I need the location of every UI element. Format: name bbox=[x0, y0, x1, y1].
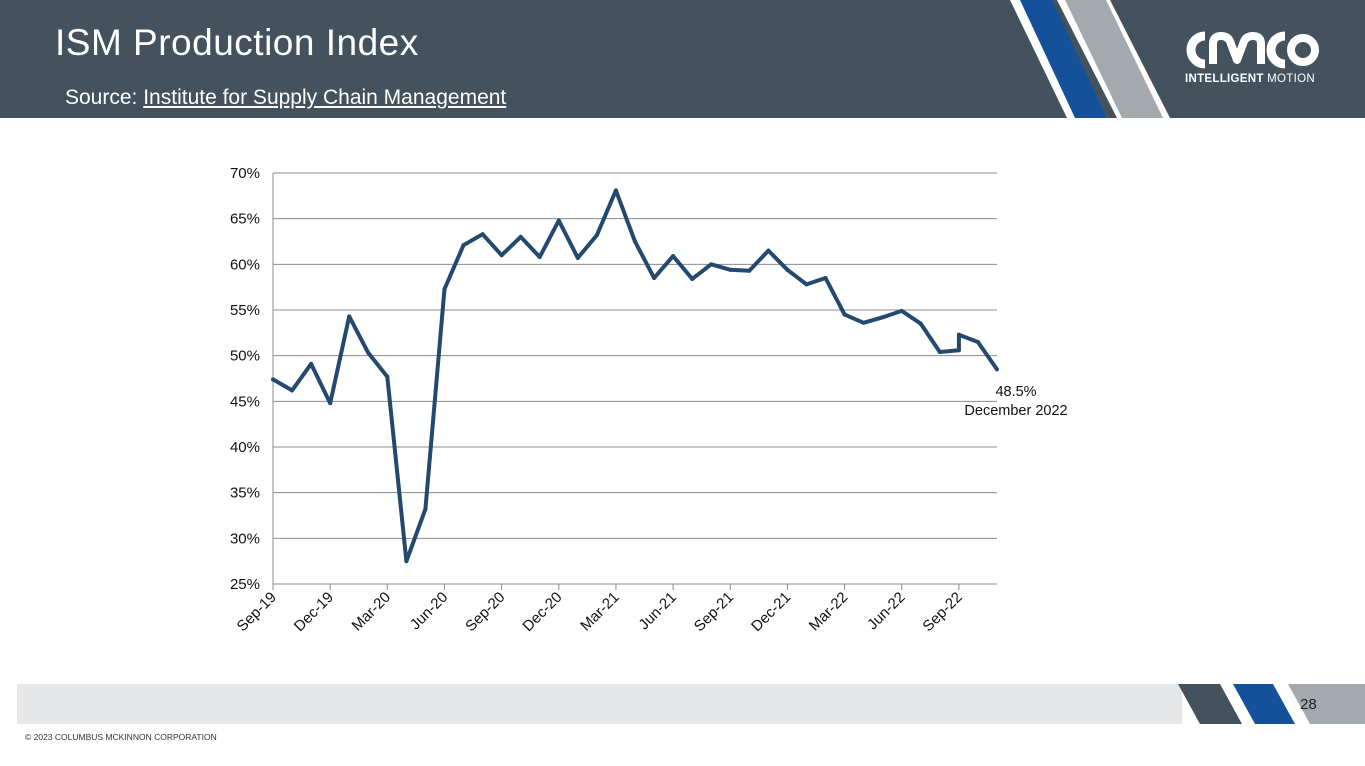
data-point bbox=[461, 243, 466, 248]
header-stripes bbox=[1010, 0, 1170, 118]
x-tick-label: Mar-20 bbox=[349, 589, 395, 635]
y-tick-label: 25% bbox=[230, 576, 260, 593]
data-point bbox=[956, 332, 961, 337]
data-point bbox=[613, 188, 618, 193]
data-point bbox=[633, 239, 637, 244]
company-logo: INTELLIGENT MOTION bbox=[1185, 30, 1325, 92]
x-tick-label: Jun-21 bbox=[635, 589, 679, 633]
data-point bbox=[480, 232, 485, 237]
data-point bbox=[423, 507, 428, 512]
y-tick-label: 50% bbox=[230, 348, 260, 365]
y-tick-label: 60% bbox=[230, 256, 260, 273]
data-point bbox=[728, 267, 733, 272]
x-axis: Sep-19 Dec-19 Mar-20 Jun-20 Sep-20 Dec-20 Mar-… bbox=[234, 584, 966, 635]
data-point bbox=[671, 254, 676, 259]
y-tick-label: 45% bbox=[230, 393, 260, 410]
data-point bbox=[690, 276, 695, 281]
series-line-ism-production bbox=[272, 188, 999, 564]
footer-stripe-dark bbox=[1178, 684, 1242, 724]
y-tick-label: 40% bbox=[230, 439, 260, 456]
data-point bbox=[347, 314, 352, 319]
y-tick-label: 30% bbox=[230, 530, 260, 547]
data-point bbox=[518, 234, 523, 239]
data-point bbox=[652, 276, 657, 281]
data-point bbox=[804, 282, 809, 287]
data-point bbox=[537, 255, 542, 260]
copyright: © 2023 COLUMBUS MCKINNON CORPORATION bbox=[25, 732, 217, 742]
data-point bbox=[785, 267, 790, 272]
data-point bbox=[385, 374, 390, 379]
data-point bbox=[709, 262, 714, 267]
data-point bbox=[309, 361, 314, 366]
x-tick-label: Jun-22 bbox=[864, 589, 908, 633]
data-point bbox=[404, 559, 409, 564]
data-point bbox=[995, 367, 999, 372]
logo-tagline: INTELLIGENT MOTION bbox=[1185, 73, 1315, 85]
data-point bbox=[442, 286, 447, 291]
source-prefix: Source: bbox=[65, 86, 144, 109]
data-point bbox=[328, 401, 333, 406]
page-title: ISM Production Index bbox=[55, 22, 419, 63]
y-axis: 25% 30% 35% 40% 45% 50% 55% 60% 65% 70% bbox=[230, 165, 274, 593]
y-tick-label: 55% bbox=[230, 302, 260, 319]
data-point bbox=[956, 348, 961, 353]
data-point bbox=[499, 253, 504, 258]
chart-gridlines bbox=[273, 172, 997, 585]
data-point bbox=[594, 233, 599, 238]
annotation-value: 48.5% bbox=[995, 384, 1036, 400]
data-points bbox=[271, 188, 999, 564]
x-tick-label: Sep-21 bbox=[691, 589, 737, 635]
ism-line-chart: 25%30%35%40%45%50%55%60%65%70% Sep-19 Dec… bbox=[230, 165, 1068, 635]
stripe-gray bbox=[1065, 0, 1163, 118]
data-point bbox=[575, 255, 580, 260]
data-point bbox=[823, 276, 828, 281]
x-tick-label: Jun-20 bbox=[407, 589, 451, 633]
source-line: Source: Institute for Supply Chain Manag… bbox=[65, 86, 506, 110]
source-link[interactable]: Institute for Supply Chain Management bbox=[143, 86, 507, 109]
data-point bbox=[290, 388, 295, 393]
data-point bbox=[899, 308, 904, 313]
data-point bbox=[766, 248, 771, 253]
footer-stripe-gray bbox=[1288, 684, 1365, 724]
data-point bbox=[861, 320, 866, 325]
footer-bar bbox=[17, 684, 1182, 724]
data-point bbox=[271, 377, 275, 382]
data-point bbox=[880, 315, 885, 320]
x-tick-label: Dec-20 bbox=[519, 589, 565, 635]
stripe-blue bbox=[1020, 0, 1107, 118]
page-number: 28 bbox=[1300, 696, 1317, 713]
x-tick-label: Dec-21 bbox=[748, 589, 794, 635]
y-tick-label: 70% bbox=[230, 165, 260, 182]
x-tick-label: Mar-21 bbox=[577, 589, 623, 635]
data-point bbox=[975, 339, 980, 344]
cmco-logo-mark bbox=[1186, 31, 1319, 69]
x-tick-label: Dec-19 bbox=[291, 589, 337, 635]
x-tick-label: Mar-22 bbox=[806, 589, 852, 635]
y-tick-label: 65% bbox=[230, 211, 260, 228]
header-bar: ISM Production Index Source: Institute f… bbox=[0, 0, 1365, 118]
x-tick-label: Sep-22 bbox=[919, 589, 965, 635]
data-point bbox=[556, 218, 561, 223]
data-point bbox=[937, 350, 942, 355]
annotation-date: December 2022 bbox=[964, 403, 1067, 419]
data-point bbox=[747, 268, 752, 273]
x-tick-label: Sep-19 bbox=[234, 589, 280, 635]
data-point bbox=[918, 321, 923, 326]
data-point bbox=[842, 312, 847, 317]
y-tick-label: 35% bbox=[230, 485, 260, 502]
footer-stripes bbox=[1178, 684, 1365, 724]
data-point bbox=[366, 350, 371, 355]
x-tick-label: Sep-20 bbox=[462, 589, 508, 635]
footer-stripe-blue bbox=[1233, 684, 1295, 724]
